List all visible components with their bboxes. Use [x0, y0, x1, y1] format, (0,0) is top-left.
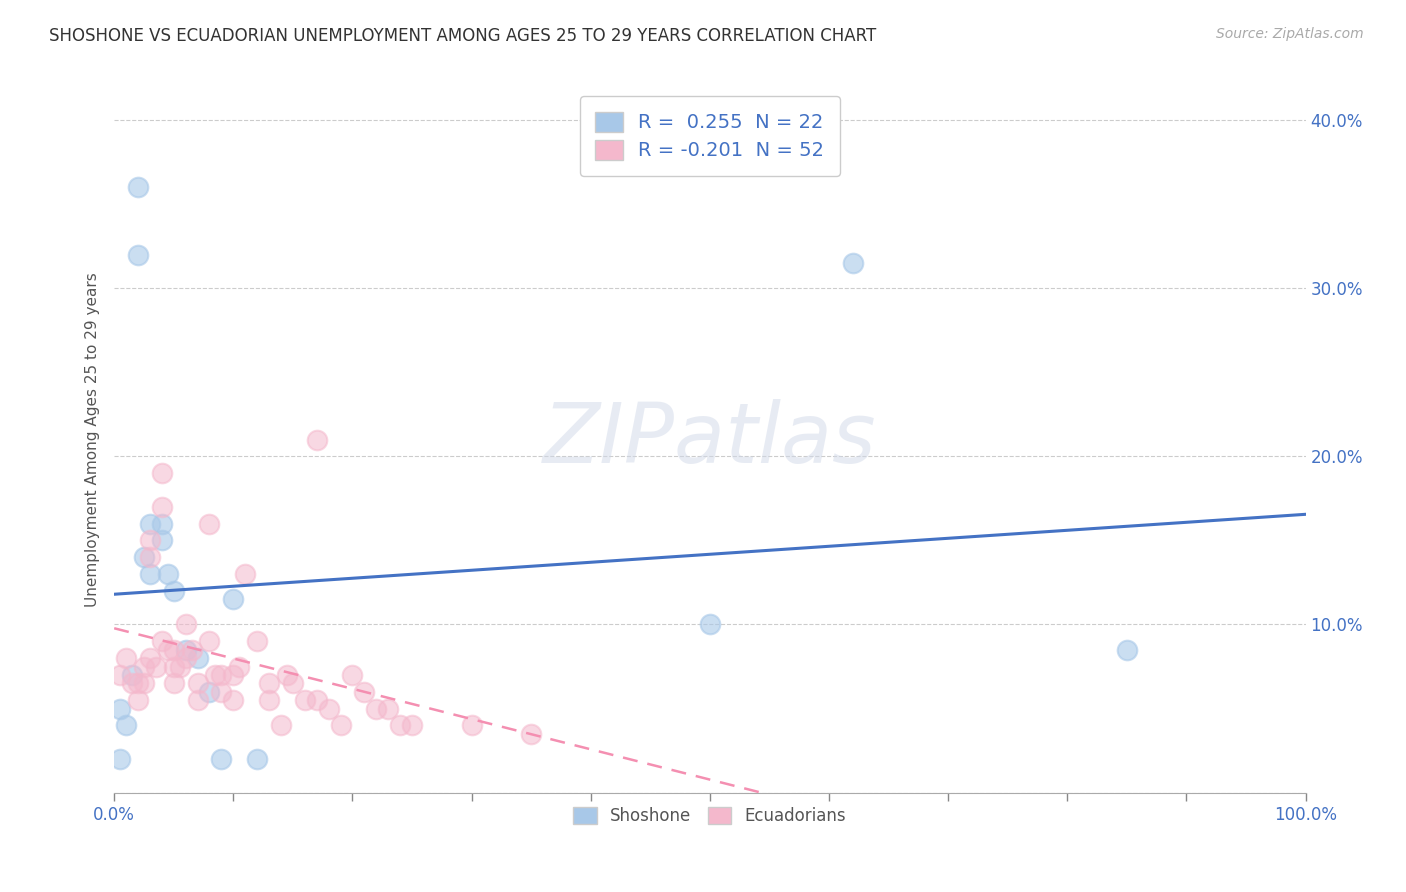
Point	[204, 668, 226, 682]
Point	[174, 651, 197, 665]
Point	[209, 668, 232, 682]
Point	[132, 550, 155, 565]
Point	[294, 693, 316, 707]
Point	[163, 676, 186, 690]
Legend: Shoshone, Ecuadorians: Shoshone, Ecuadorians	[565, 799, 855, 834]
Point	[842, 256, 865, 270]
Point	[222, 668, 245, 682]
Point	[169, 659, 191, 673]
Point	[163, 659, 186, 673]
Point	[132, 676, 155, 690]
Point	[163, 642, 186, 657]
Point	[127, 247, 149, 261]
Point	[246, 634, 269, 648]
Point	[145, 659, 167, 673]
Point	[270, 718, 292, 732]
Point	[139, 533, 162, 548]
Y-axis label: Unemployment Among Ages 25 to 29 years: Unemployment Among Ages 25 to 29 years	[86, 272, 100, 607]
Text: SHOSHONE VS ECUADORIAN UNEMPLOYMENT AMONG AGES 25 TO 29 YEARS CORRELATION CHART: SHOSHONE VS ECUADORIAN UNEMPLOYMENT AMON…	[49, 27, 876, 45]
Point	[198, 634, 221, 648]
Point	[699, 617, 721, 632]
Point	[108, 752, 131, 766]
Point	[150, 533, 173, 548]
Point	[150, 634, 173, 648]
Point	[127, 693, 149, 707]
Point	[209, 752, 232, 766]
Point	[228, 659, 250, 673]
Point	[150, 500, 173, 514]
Text: ZIPatlas: ZIPatlas	[543, 399, 877, 480]
Point	[460, 718, 482, 732]
Point	[108, 701, 131, 715]
Point	[187, 651, 209, 665]
Point	[342, 668, 364, 682]
Point	[366, 701, 388, 715]
Point	[257, 693, 280, 707]
Point	[132, 659, 155, 673]
Point	[389, 718, 412, 732]
Point	[401, 718, 423, 732]
Point	[150, 466, 173, 480]
Point	[257, 676, 280, 690]
Point	[180, 642, 202, 657]
Point	[246, 752, 269, 766]
Point	[139, 651, 162, 665]
Point	[198, 685, 221, 699]
Point	[305, 433, 328, 447]
Point	[163, 583, 186, 598]
Point	[127, 676, 149, 690]
Point	[127, 180, 149, 194]
Point	[115, 651, 138, 665]
Point	[233, 567, 256, 582]
Point	[1115, 642, 1137, 657]
Point	[353, 685, 375, 699]
Point	[174, 642, 197, 657]
Point	[276, 668, 298, 682]
Point	[156, 567, 179, 582]
Point	[281, 676, 304, 690]
Point	[121, 676, 143, 690]
Point	[187, 693, 209, 707]
Point	[377, 701, 399, 715]
Point	[139, 516, 162, 531]
Point	[187, 676, 209, 690]
Text: Source: ZipAtlas.com: Source: ZipAtlas.com	[1216, 27, 1364, 41]
Point	[209, 685, 232, 699]
Point	[108, 668, 131, 682]
Point	[156, 642, 179, 657]
Point	[121, 668, 143, 682]
Point	[305, 693, 328, 707]
Point	[222, 592, 245, 607]
Point	[174, 617, 197, 632]
Point	[150, 516, 173, 531]
Point	[222, 693, 245, 707]
Point	[139, 550, 162, 565]
Point	[198, 516, 221, 531]
Point	[520, 727, 543, 741]
Point	[139, 567, 162, 582]
Point	[329, 718, 352, 732]
Point	[318, 701, 340, 715]
Point	[115, 718, 138, 732]
